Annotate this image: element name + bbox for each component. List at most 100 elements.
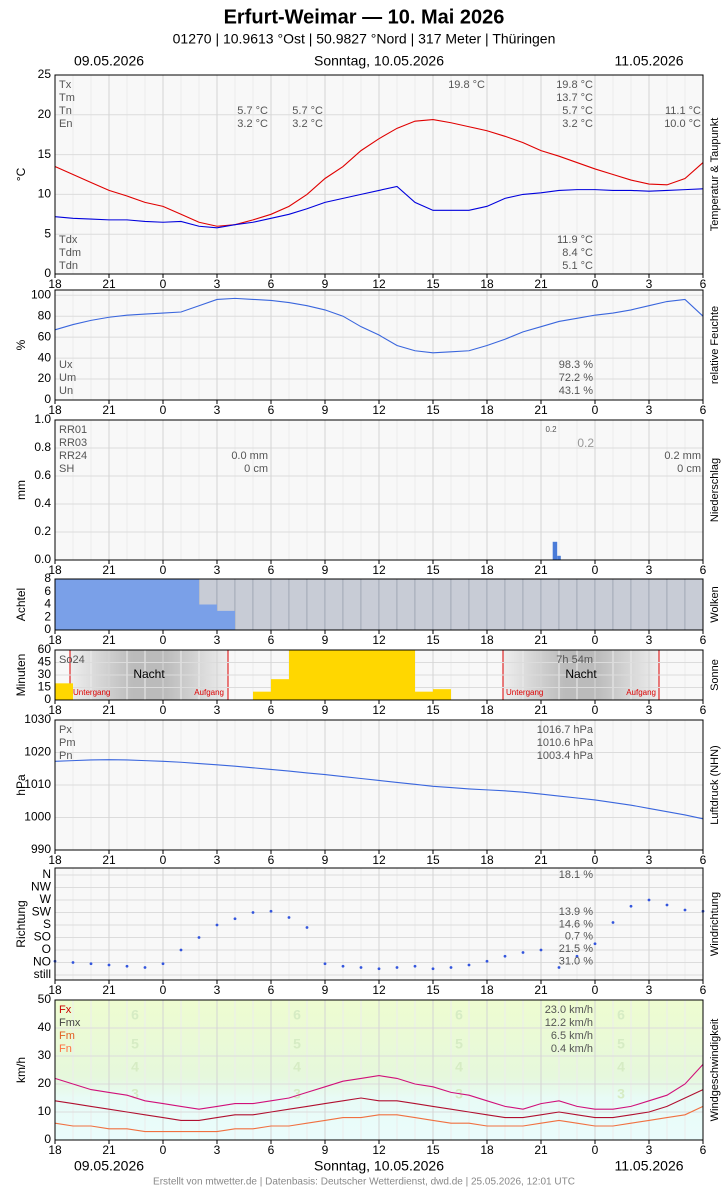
x-tick-label: 3	[646, 853, 653, 867]
x-tick-label: 3	[214, 703, 221, 717]
x-tick-label: 21	[534, 983, 548, 997]
x-tick-label: 18	[480, 403, 494, 417]
annotation: 98.3 %	[559, 359, 593, 371]
point	[503, 954, 507, 958]
x-tick-label: 0	[592, 277, 599, 291]
annotation: 18.1 %	[559, 869, 593, 881]
x-tick-label: 6	[268, 1143, 275, 1157]
x-tick-label: 3	[646, 403, 653, 417]
bar	[576, 578, 596, 631]
y-tick-label: 40	[38, 350, 52, 364]
bar	[127, 579, 145, 630]
series-line	[54, 119, 704, 227]
annotation: Tn	[59, 105, 72, 117]
bar	[557, 555, 561, 560]
series-line	[54, 759, 704, 820]
x-tick-label: 15	[426, 403, 440, 417]
y-tick-label: 8	[44, 571, 51, 585]
bar	[343, 650, 361, 700]
point	[179, 948, 183, 952]
bar	[666, 578, 686, 631]
bar	[415, 691, 433, 700]
annotation: Tx	[59, 79, 72, 91]
y-tick-label: 0	[44, 392, 51, 406]
y-axis-title: Richtung	[14, 900, 28, 947]
y-tick-label: SW	[32, 905, 52, 919]
point	[143, 966, 147, 969]
x-tick-label: 9	[322, 853, 329, 867]
x-tick-label: 9	[322, 403, 329, 417]
y-tick-label: 30	[38, 667, 52, 681]
bar	[307, 650, 325, 700]
beaufort-label: 6	[617, 1007, 625, 1023]
x-tick-label: 0	[160, 703, 167, 717]
bar	[486, 578, 506, 631]
bar	[558, 578, 578, 631]
point	[251, 911, 255, 914]
y-tick-label: 0	[44, 622, 51, 636]
x-tick-label: 21	[102, 403, 116, 417]
side-title: Temperatur & Taupunkt	[709, 118, 721, 232]
bar	[360, 578, 380, 631]
x-tick-label: 3	[214, 403, 221, 417]
x-tick-label: 12	[372, 1143, 386, 1157]
x-tick-label: 21	[534, 403, 548, 417]
plot-frame	[54, 867, 704, 981]
point	[71, 961, 75, 964]
annotation: 19.8 °C	[556, 79, 593, 91]
x-tick-label: 3	[646, 563, 653, 577]
x-tick-label: 12	[372, 983, 386, 997]
x-tick-label: 18	[48, 853, 62, 867]
x-tick-label: 6	[700, 633, 707, 647]
panel: 0.0 0.2 0.4 0.6 0.8 1.0 18 21 0 3 6 9 12 15 18 21 0 3 6 mm N…	[14, 412, 721, 577]
x-tick-label: 15	[426, 703, 440, 717]
beaufort-label: 4	[617, 1059, 625, 1075]
x-tick-label: 6	[700, 277, 707, 291]
annotation: Fn	[59, 1043, 72, 1055]
bar	[252, 578, 272, 631]
plot-frame	[54, 649, 704, 701]
bar	[630, 578, 650, 631]
y-tick-label: 20	[38, 107, 52, 121]
y-tick-label: 10	[38, 1104, 52, 1118]
x-tick-label: 21	[102, 1143, 116, 1157]
annotation: 10.0 °C	[664, 118, 701, 130]
point	[575, 954, 579, 958]
plot-frame	[54, 74, 704, 275]
x-tick-label: 0	[160, 633, 167, 647]
x-tick-label: 18	[48, 403, 62, 417]
annotation: 6.5 km/h	[551, 1030, 593, 1042]
panel: 0 10 20 30 40 50 18 21 0 3 6 9 12 15 18 21 0 3 6 3 4 5 6 3 4 5 6 3 4…	[14, 992, 721, 1157]
annotation: 5.1 °C	[562, 260, 593, 272]
x-tick-label: 6	[700, 403, 707, 417]
beaufort-label: 5	[455, 1036, 463, 1052]
bar	[271, 679, 289, 700]
x-tick-label: 6	[268, 403, 275, 417]
x-tick-label: 6	[700, 1143, 707, 1157]
y-axis-title: mm	[14, 480, 28, 500]
beaufort-label: 4	[293, 1059, 301, 1075]
side-title: Windrichtung	[709, 892, 721, 956]
y-tick-label: 20	[38, 371, 52, 385]
bar	[217, 610, 235, 630]
y-tick-label: 0	[44, 266, 51, 280]
x-tick-label: 6	[268, 983, 275, 997]
x-tick-label: 9	[322, 563, 329, 577]
x-tick-label: 6	[700, 983, 707, 997]
x-tick-label: 18	[48, 983, 62, 997]
point	[377, 967, 381, 971]
x-tick-label: 12	[372, 563, 386, 577]
annotation: Aufgang	[194, 688, 224, 697]
annotation: RR01	[59, 424, 87, 436]
series-line	[54, 297, 704, 354]
annotation: 21.5 %	[559, 943, 593, 955]
beaufort-label: 3	[617, 1086, 625, 1102]
point	[449, 966, 453, 969]
bar	[325, 650, 343, 700]
x-tick-label: 0	[592, 983, 599, 997]
y-tick-label: 30	[38, 1048, 52, 1062]
beaufort-label: 5	[293, 1036, 301, 1052]
annotation: Tm	[59, 92, 75, 104]
